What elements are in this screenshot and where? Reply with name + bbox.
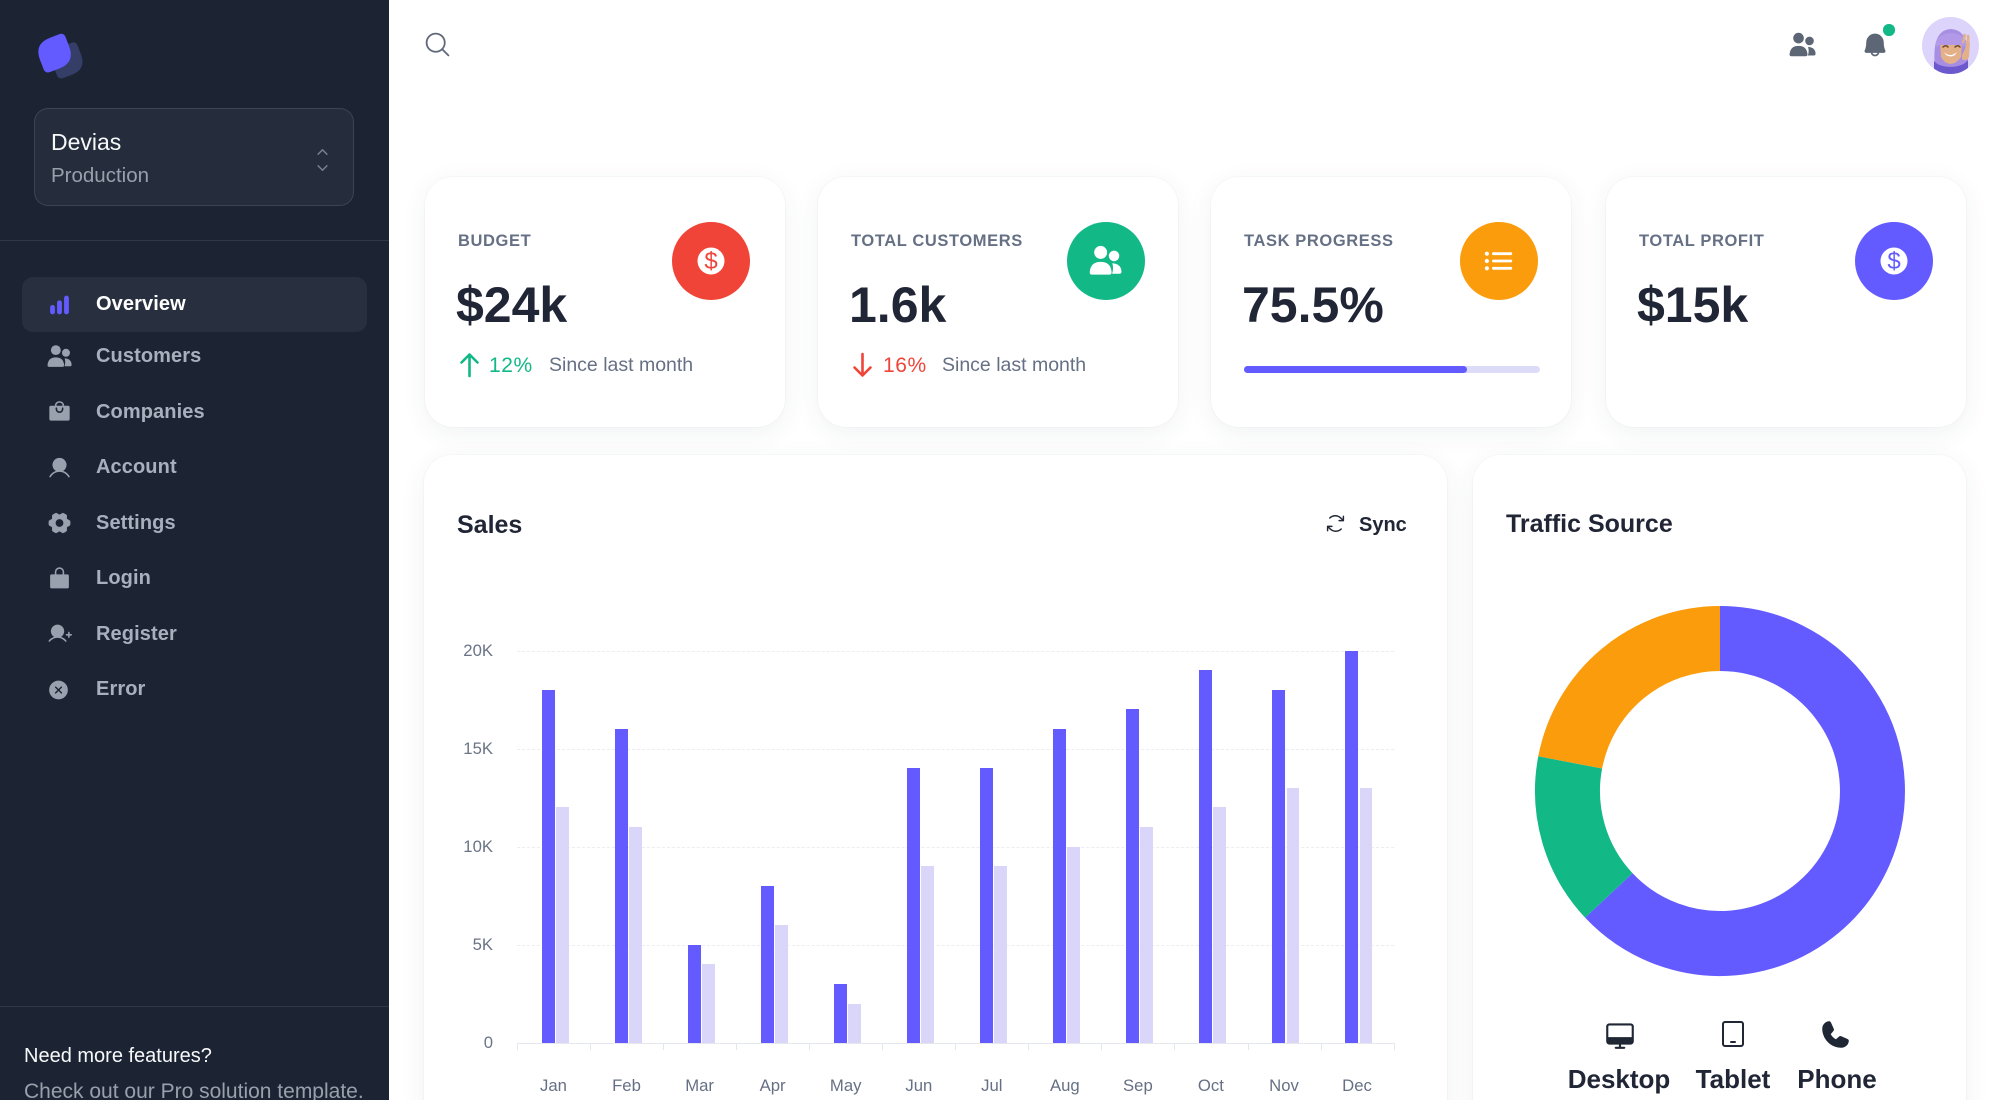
svg-text:$: $ — [704, 248, 717, 275]
svg-text:$: $ — [1887, 248, 1900, 275]
